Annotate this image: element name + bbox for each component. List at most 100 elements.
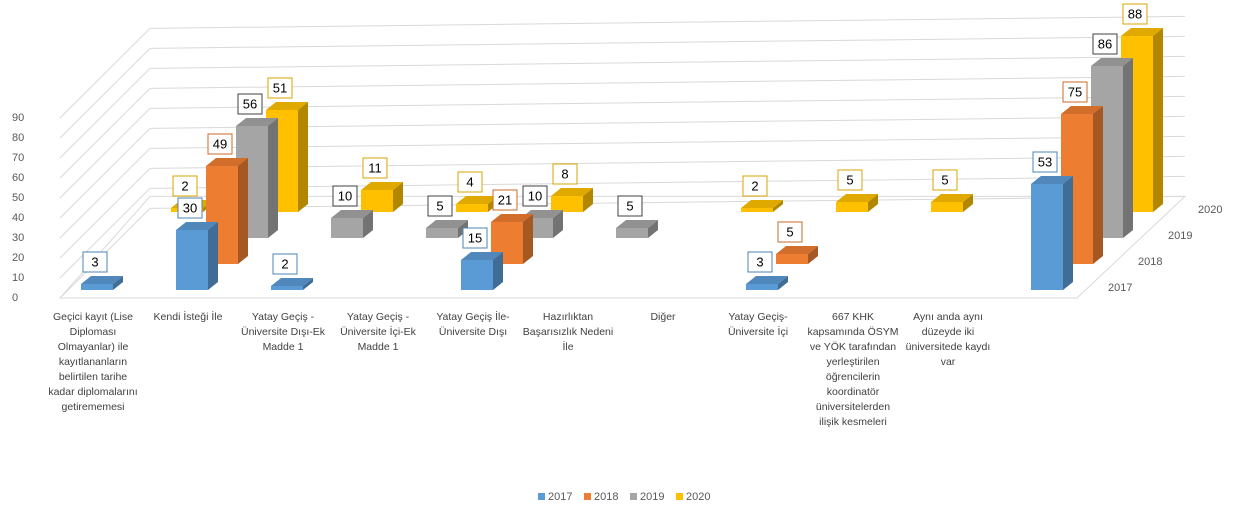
bar-side (553, 210, 563, 238)
grid-line-side (59, 108, 151, 199)
bar-side (868, 194, 878, 212)
legend-swatch (630, 493, 637, 500)
bar-side (1093, 106, 1103, 264)
bar-side (1123, 58, 1133, 238)
value-label: 5 (786, 224, 793, 239)
legend-label: 2019 (640, 491, 664, 503)
bar-side (1063, 176, 1073, 290)
bar-side (268, 118, 278, 238)
x-tick-label: Aynı anda aynı düzeyde iki üniversitede … (905, 311, 991, 368)
depth-label: 2017 (1108, 282, 1132, 294)
bar-top (1091, 58, 1133, 66)
value-label-box (522, 185, 548, 207)
grid-line-side (59, 148, 151, 239)
bar-side (393, 182, 403, 212)
x-tick-label: Kendi İsteği İle (153, 311, 223, 323)
value-label: 5 (626, 198, 633, 213)
value-label: 30 (183, 200, 197, 215)
bar-side (363, 210, 373, 238)
bar-top (931, 194, 973, 202)
value-label: 10 (338, 188, 352, 203)
value-label-box (837, 169, 863, 191)
bar (176, 230, 208, 290)
value-label: 88 (1128, 6, 1142, 21)
bar (741, 208, 773, 212)
value-label-box (272, 253, 298, 275)
grid-line-side (59, 168, 151, 259)
legend-swatch (584, 493, 591, 500)
legend-swatch (676, 493, 683, 500)
bar-top (266, 102, 308, 110)
bar-side (303, 278, 313, 290)
bar (81, 284, 113, 290)
grid-line (149, 115, 1186, 129)
value-label: 53 (1038, 154, 1052, 169)
x-tick-label: Yatay Geçiş İle-Üniversite Dışı (436, 311, 510, 338)
value-label-box (332, 185, 358, 207)
bar-side (493, 252, 503, 290)
bar-side (963, 194, 973, 212)
bar-top (81, 276, 123, 284)
grid-line-side (59, 28, 151, 119)
bar (746, 284, 778, 290)
grid-line (149, 35, 1186, 49)
grid-line-side (59, 188, 151, 279)
value-label-box (207, 133, 233, 155)
value-label: 15 (468, 230, 482, 245)
value-label: 21 (498, 192, 512, 207)
bar-top (776, 246, 818, 254)
x-tick-label: Geçici kayıt (Lise Diploması Olmayanlar)… (48, 311, 138, 413)
bar (271, 286, 303, 290)
bar (836, 202, 868, 212)
bar-top (206, 158, 248, 166)
value-label: 49 (213, 136, 227, 151)
value-label: 10 (528, 188, 542, 203)
value-label-box (492, 189, 518, 211)
value-label: 56 (243, 96, 257, 111)
value-label: 3 (91, 254, 98, 269)
grid-line (149, 135, 1186, 149)
value-label-box (1122, 3, 1148, 25)
y-tick-label: 70 (12, 152, 24, 164)
grid-line (149, 155, 1186, 169)
bar-top (331, 210, 373, 218)
bar-side (298, 102, 308, 212)
value-label-box (932, 169, 958, 191)
value-label: 2 (281, 256, 288, 271)
x-tick-label: Yatay Geçiş - Üniversite Dışı-Ek Madde 1 (240, 311, 325, 353)
bar-top (491, 214, 533, 222)
y-tick-label: 50 (12, 192, 24, 204)
y-tick-label: 10 (12, 272, 24, 284)
value-label: 2 (181, 178, 188, 193)
value-label: 4 (466, 174, 473, 189)
bar-top (1121, 28, 1163, 36)
grid-line (149, 175, 1186, 189)
grid-line-side (59, 68, 151, 159)
bar (426, 228, 458, 238)
bar-top (426, 220, 468, 228)
bar-side (1153, 28, 1163, 212)
bar-side (648, 220, 658, 238)
value-label-box (1092, 33, 1118, 55)
bar-top (1031, 176, 1073, 184)
x-tick-label: Hazırlıktan Başarısızlık Nedeni İle (522, 311, 614, 353)
y-tick-label: 80 (12, 132, 24, 144)
value-label: 2 (751, 178, 758, 193)
value-label-box (747, 251, 773, 273)
grid-line (149, 75, 1186, 89)
bar (461, 260, 493, 290)
grid-line (149, 15, 1186, 29)
bar-top (361, 182, 403, 190)
y-tick-label: 30 (12, 232, 24, 244)
bar-top (461, 252, 503, 260)
value-label-box (1062, 81, 1088, 103)
depth-label: 2018 (1138, 256, 1162, 268)
bar-side (208, 222, 218, 290)
value-label: 51 (273, 80, 287, 95)
legend-label: 2020 (686, 491, 710, 503)
bar-top (741, 200, 783, 208)
x-tick-label: Yatay Geçiş - Üniversite İçi-Ek Madde 1 (340, 311, 416, 353)
y-tick-label: 0 (12, 292, 18, 304)
